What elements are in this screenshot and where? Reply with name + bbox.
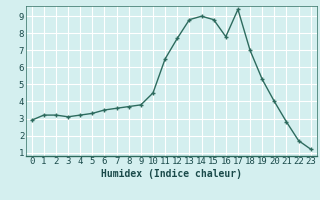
X-axis label: Humidex (Indice chaleur): Humidex (Indice chaleur): [101, 169, 242, 179]
